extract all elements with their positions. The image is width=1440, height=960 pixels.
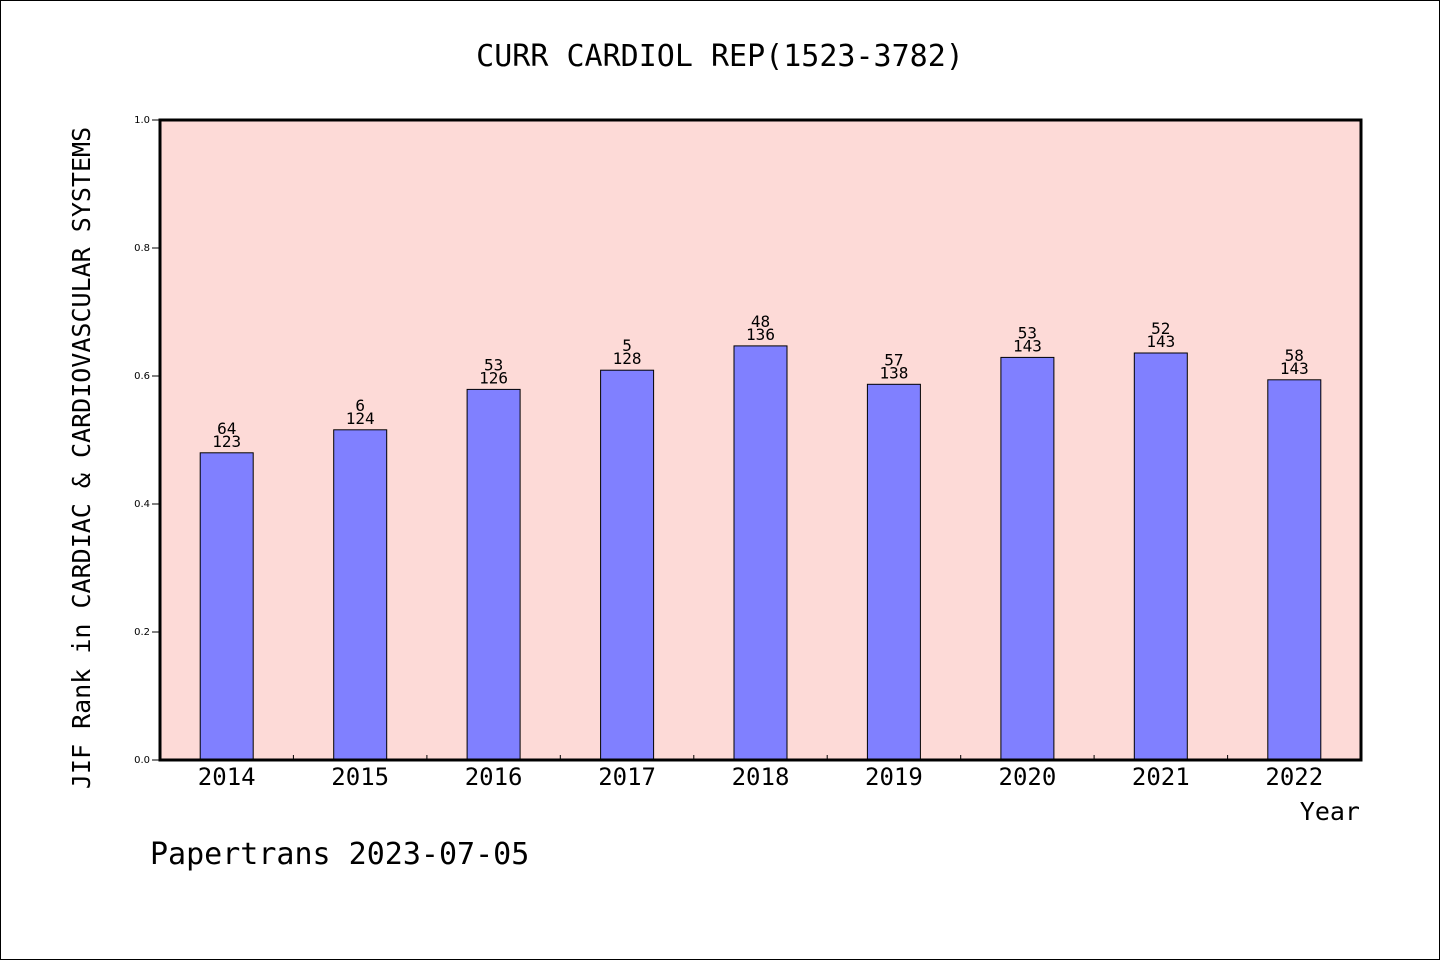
bar-2015 <box>333 429 388 761</box>
bar-rank-label-2022: 58 <box>1285 346 1304 365</box>
y-tick-label-0.6: 0.6 <box>134 371 150 382</box>
bar-labels-layer: 6412361245312651284813657138531435214358… <box>212 312 1309 451</box>
bar-total-label-2018: 136 <box>746 325 775 344</box>
bar-2016 <box>466 388 521 761</box>
x-axis-label: Year <box>1300 797 1360 826</box>
y-tick-label-0.2: 0.2 <box>134 627 150 638</box>
y-tick-label-0.0: 0.0 <box>134 755 150 766</box>
bar-2014 <box>199 452 254 761</box>
bar-2019 <box>866 383 921 761</box>
bar-2022 <box>1267 379 1322 761</box>
x-tick-label-2020: 2020 <box>999 763 1057 791</box>
bar-total-label-2015: 124 <box>346 409 375 428</box>
bar-rank-label-2018: 48 <box>751 312 770 331</box>
bar-rank-label-2019: 57 <box>884 350 903 369</box>
y-axis-label: JIF Rank in CARDIAC & CARDIOVASCULAR SYS… <box>67 127 96 789</box>
x-tick-label-2022: 2022 <box>1265 763 1323 791</box>
bars-layer <box>199 345 1322 761</box>
bar-rank-label-2020: 53 <box>1018 323 1037 342</box>
x-tick-label-2016: 2016 <box>465 763 523 791</box>
bar-total-label-2020: 143 <box>1013 336 1042 355</box>
bar-2017 <box>600 369 655 761</box>
x-tick-label-2015: 2015 <box>331 763 389 791</box>
bar-rank-label-2014: 64 <box>217 419 236 438</box>
bar-total-label-2021: 143 <box>1146 332 1175 351</box>
x-tick-label-2017: 2017 <box>598 763 656 791</box>
y-tick-label-1.0: 1.0 <box>134 115 150 126</box>
bar-rank-label-2017: 5 <box>622 336 632 355</box>
y-axis: 0.0 0.2 0.4 0.6 0.8 1.0 <box>134 115 160 766</box>
x-axis: 2014 2015 2016 2017 2018 2019 2020 2021 2022 <box>198 755 1323 791</box>
bar-total-label-2016: 126 <box>479 368 508 387</box>
footer-text: Papertrans 2023-07-05 <box>150 837 529 872</box>
bar-total-label-2017: 128 <box>613 349 642 368</box>
x-tick-label-2014: 2014 <box>198 763 256 791</box>
bar-rank-label-2021: 52 <box>1151 319 1170 338</box>
bar-total-label-2022: 143 <box>1280 359 1309 378</box>
y-tick-label-0.8: 0.8 <box>134 243 150 254</box>
bar-2021 <box>1133 352 1188 761</box>
bar-total-label-2019: 138 <box>879 363 908 382</box>
x-tick-label-2021: 2021 <box>1132 763 1190 791</box>
bar-rank-label-2015: 6 <box>355 396 365 415</box>
y-tick-label-0.4: 0.4 <box>134 499 150 510</box>
bar-total-label-2014: 123 <box>212 432 241 451</box>
x-tick-label-2019: 2019 <box>865 763 923 791</box>
bar-rank-label-2016: 53 <box>484 355 503 374</box>
chart-title: CURR CARDIOL REP(1523-3782) <box>476 39 964 74</box>
x-tick-label-2018: 2018 <box>732 763 790 791</box>
bar-2018 <box>733 345 788 761</box>
plot-border <box>158 118 1363 762</box>
bar-2020 <box>1000 356 1055 761</box>
